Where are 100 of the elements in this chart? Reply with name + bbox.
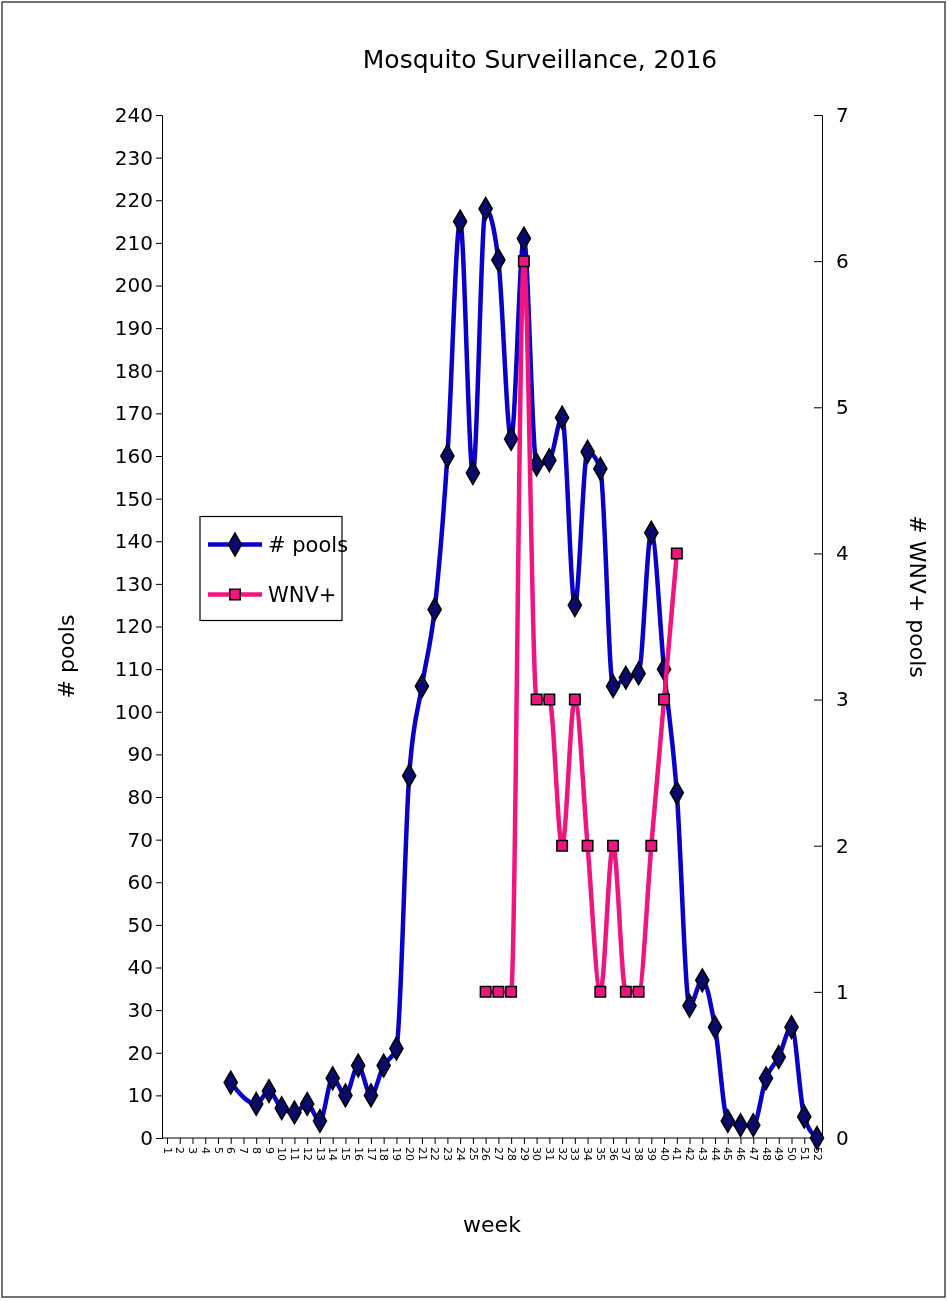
y-tick-label: 60	[127, 870, 153, 895]
y-tick-label: 240	[114, 102, 153, 127]
x-tick-label: 4	[198, 1147, 212, 1154]
y-tick-label: 210	[114, 230, 153, 255]
x-tick-label: 37	[619, 1147, 633, 1161]
x-tick-label: 27	[492, 1147, 506, 1161]
y-tick-label: 100	[114, 699, 153, 724]
x-tick-label: 44	[708, 1147, 722, 1161]
x-tick-label: 20	[402, 1147, 416, 1161]
x-tick-label: 36	[606, 1147, 620, 1161]
x-tick-label: 32	[555, 1147, 569, 1161]
y-tick-label: 190	[114, 316, 153, 341]
y-tick-label: 200	[114, 273, 153, 298]
x-tick-label: 21	[415, 1147, 429, 1161]
x-tick-label: 19	[390, 1147, 404, 1161]
point	[568, 693, 581, 706]
x-tick-label: 34	[581, 1147, 595, 1161]
point	[632, 985, 645, 998]
x-tick-label: 46	[734, 1147, 748, 1161]
x-axis-title: week	[463, 1212, 522, 1237]
x-tick-label: 9	[262, 1147, 276, 1154]
y-tick-label: 160	[114, 443, 153, 468]
x-tick-label: 11	[288, 1147, 302, 1161]
x-tick-label: 7	[237, 1147, 251, 1154]
y-tick-label: 90	[127, 742, 153, 767]
y-axis-title: # pools	[54, 614, 79, 699]
y2-tick-label: 7	[836, 102, 849, 127]
y-tick-label: 80	[127, 784, 153, 809]
y-tick-label: 0	[140, 1125, 153, 1150]
chart-title: Mosquito Surveillance, 2016	[362, 45, 718, 74]
y-tick-label: 150	[114, 486, 153, 511]
x-tick-label: 25	[466, 1147, 480, 1161]
x-tick-label: 26	[479, 1147, 493, 1161]
point	[479, 985, 492, 998]
y2-tick-label: 6	[836, 249, 849, 274]
point	[543, 693, 556, 706]
y-tick-label: 220	[114, 188, 153, 213]
x-tick-label: 13	[313, 1147, 327, 1161]
y-tick-label: 140	[114, 529, 153, 554]
point	[607, 839, 620, 852]
x-tick-label: 14	[326, 1147, 340, 1161]
y-tick-label: 50	[127, 912, 153, 937]
y2-tick-label: 4	[836, 541, 849, 566]
x-tick-label: 51	[797, 1147, 811, 1161]
point	[556, 839, 569, 852]
point	[645, 839, 658, 852]
x-tick-label: 6	[224, 1147, 238, 1154]
point	[492, 985, 505, 998]
x-tick-label: 43	[695, 1147, 709, 1161]
y-tick-label: 40	[127, 955, 153, 980]
y2-tick-label: 3	[836, 687, 849, 712]
x-tick-label: 31	[543, 1147, 556, 1161]
x-tick-label: 5	[211, 1147, 225, 1154]
x-tick-label: 15	[339, 1147, 353, 1161]
y-tick-label: 180	[114, 358, 153, 383]
y-tick-label: 120	[114, 614, 153, 639]
x-tick-label: 17	[364, 1147, 378, 1161]
y2-tick-label: 2	[836, 833, 849, 858]
y-tick-label: 10	[127, 1083, 153, 1108]
x-tick-label: 38	[632, 1147, 646, 1161]
point	[594, 985, 607, 998]
y-tick-label: 110	[114, 657, 153, 682]
x-tick-label: 12	[300, 1147, 314, 1161]
x-tick-label: 40	[657, 1147, 671, 1161]
x-tick-label: 1	[160, 1147, 174, 1154]
point	[670, 547, 683, 560]
x-tick-label: 3	[186, 1147, 200, 1154]
x-tick-label: 10	[275, 1147, 289, 1161]
x-tick-label: 49	[772, 1147, 786, 1161]
y-tick-label: 230	[114, 145, 153, 170]
x-tick-label: 50	[785, 1147, 799, 1161]
x-tick-label: 33	[568, 1147, 582, 1161]
x-tick-label: 41	[670, 1147, 684, 1161]
x-tick-label: 2	[173, 1147, 187, 1154]
x-tick-label: 47	[746, 1147, 760, 1161]
x-tick-label: 8	[249, 1147, 263, 1154]
y2-tick-label: 1	[836, 979, 849, 1004]
y-tick-label: 20	[127, 1040, 153, 1065]
x-tick-label: 42	[683, 1147, 697, 1161]
point	[619, 985, 632, 998]
x-tick-label: 39	[644, 1147, 658, 1161]
y-tick-label: 170	[114, 401, 153, 426]
x-tick-label: 18	[377, 1147, 391, 1161]
y-tick-label: 70	[127, 827, 153, 852]
x-tick-label: 23	[441, 1147, 455, 1161]
y-tick-label: 30	[127, 998, 153, 1023]
x-tick-label: 48	[759, 1147, 773, 1161]
point	[658, 693, 671, 706]
legend-label: WNV+	[268, 582, 337, 607]
y-tick-label: 130	[114, 571, 153, 596]
x-tick-label: 52	[810, 1147, 824, 1161]
x-tick-label: 29	[517, 1147, 531, 1161]
x-tick-label: 45	[721, 1147, 735, 1161]
point	[505, 985, 518, 998]
x-tick-label: 22	[428, 1147, 442, 1161]
point	[530, 693, 543, 706]
x-tick-label: 24	[453, 1147, 467, 1161]
y2-axis-title: # WNV+ pools	[905, 515, 930, 678]
y2-tick-label: 5	[836, 395, 849, 420]
y2-tick-label: 0	[836, 1125, 849, 1150]
